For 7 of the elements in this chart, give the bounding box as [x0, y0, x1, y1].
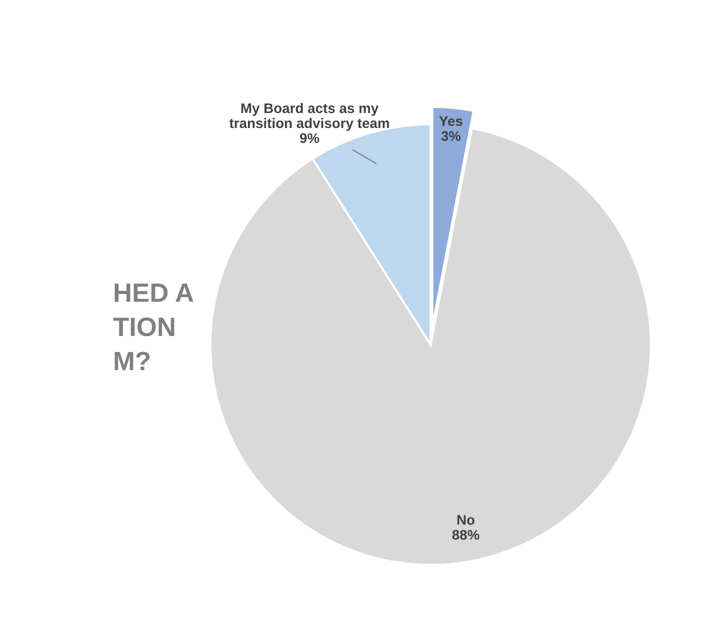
text: HED A TION M? [113, 284, 194, 370]
slice-label: My Board acts as my transition advisory team [229, 102, 389, 131]
data-label: 9% [300, 133, 320, 144]
slice-label: Yes [439, 116, 462, 126]
data-label: 3% [441, 131, 461, 141]
slice-label: No [457, 515, 474, 525]
data-label: 88% [452, 530, 480, 540]
